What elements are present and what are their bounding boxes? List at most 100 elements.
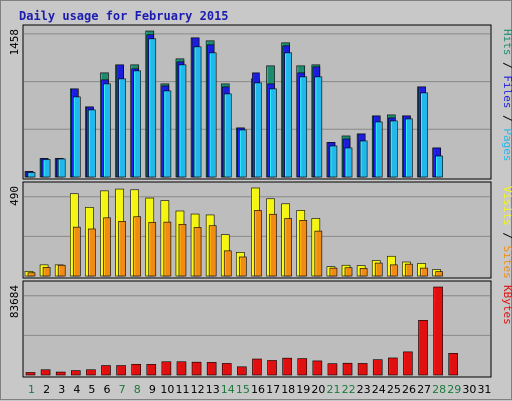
x-label-day: 13 xyxy=(206,383,220,396)
bar-sites xyxy=(163,221,172,277)
bar-kbytes xyxy=(237,366,247,376)
legend-part: Hits xyxy=(501,29,512,56)
legend-kbytes: KBytes xyxy=(501,285,512,325)
legend-part: Sites xyxy=(501,246,512,279)
x-label-day: 30 xyxy=(462,383,476,396)
bar-pages xyxy=(405,118,413,178)
bar-kbytes xyxy=(176,361,187,376)
bar-sites xyxy=(57,264,66,277)
bar-pages xyxy=(344,147,353,178)
bar-pages xyxy=(284,52,292,178)
bar-kbytes xyxy=(55,371,66,376)
chart-title: Daily usage for February 2015 xyxy=(19,9,229,23)
bar-pages xyxy=(163,90,172,178)
x-label-day: 19 xyxy=(296,383,310,396)
bar-kbytes xyxy=(101,365,111,376)
x-label-day: 31 xyxy=(477,383,491,396)
bar-sites xyxy=(284,218,292,277)
bar-sites xyxy=(118,221,126,277)
bar-kbytes xyxy=(448,353,459,376)
bar-kbytes xyxy=(70,370,81,376)
x-label-day: 14 xyxy=(221,383,235,396)
bar-sites xyxy=(148,222,157,277)
bar-kbytes xyxy=(388,357,398,376)
legend-part: Files xyxy=(501,75,512,108)
bar-pages xyxy=(72,96,81,178)
bar-pages xyxy=(223,93,232,178)
bar-sites xyxy=(269,213,277,277)
x-label-day: 3 xyxy=(58,383,65,396)
y-max-label-kbytes: 83684 xyxy=(8,285,21,318)
x-label-day: 10 xyxy=(160,383,174,396)
bar-sites xyxy=(72,226,81,277)
x-label-day: 1 xyxy=(28,383,35,396)
bar-kbytes xyxy=(40,369,51,376)
legend-part: / xyxy=(501,56,512,76)
x-label-day: 28 xyxy=(432,383,446,396)
bar-sites xyxy=(208,225,217,277)
bar-sites xyxy=(329,267,338,277)
bar-pages xyxy=(390,120,398,178)
bar-sites xyxy=(193,227,202,277)
bar-kbytes xyxy=(282,357,292,376)
bar-kbytes xyxy=(161,361,172,376)
bar-sites xyxy=(27,272,36,277)
bar-pages xyxy=(314,76,323,178)
x-label-day: 22 xyxy=(342,383,356,396)
legend-part: / xyxy=(501,226,512,246)
bar-pages xyxy=(118,78,126,178)
bar-sites xyxy=(299,220,308,277)
bar-kbytes xyxy=(312,360,323,376)
x-label-day: 20 xyxy=(311,383,325,396)
bar-sites xyxy=(88,228,96,277)
bar-kbytes xyxy=(221,363,232,376)
bar-pages xyxy=(374,121,383,178)
x-label-day: 23 xyxy=(357,383,371,396)
bar-pages xyxy=(435,155,443,178)
x-label-day: 12 xyxy=(191,383,205,396)
x-label-day: 24 xyxy=(372,383,386,396)
bar-pages xyxy=(42,159,51,178)
bar-kbytes xyxy=(357,363,368,376)
bar-pages xyxy=(148,38,157,178)
bar-kbytes xyxy=(327,363,338,376)
bar-kbytes xyxy=(146,364,157,376)
bar-sites xyxy=(103,217,111,277)
bar-sites xyxy=(344,267,353,277)
x-label-day: 15 xyxy=(236,383,250,396)
bar-kbytes xyxy=(86,369,96,376)
x-label-day: 4 xyxy=(73,383,80,396)
bar-pages xyxy=(57,158,66,178)
bar-sites xyxy=(390,264,398,277)
legend-part: KBytes xyxy=(501,285,512,325)
bar-pages xyxy=(420,92,428,178)
bar-kbytes xyxy=(267,360,277,376)
bar-kbytes xyxy=(191,361,202,376)
legend-part: Pages xyxy=(501,128,512,161)
legend-hits-files-pages: Hits / Files / Pages xyxy=(501,29,512,162)
bar-sites xyxy=(435,271,443,277)
legend-part: / xyxy=(501,109,512,129)
bar-kbytes xyxy=(433,286,443,376)
y-max-label-visits-sites: 490 xyxy=(8,186,21,206)
x-label-day: 27 xyxy=(417,383,431,396)
x-label-day: 29 xyxy=(447,383,461,396)
x-label-day: 8 xyxy=(134,383,141,396)
bar-sites xyxy=(314,230,323,277)
bar-pages xyxy=(193,46,202,178)
x-label-day: 26 xyxy=(402,383,416,396)
x-label-day: 11 xyxy=(176,383,190,396)
x-label-day: 2 xyxy=(43,383,50,396)
bar-kbytes xyxy=(206,362,217,376)
bar-kbytes xyxy=(418,320,428,376)
x-label-day: 5 xyxy=(88,383,95,396)
x-label-day: 18 xyxy=(281,383,295,396)
bar-pages xyxy=(359,140,368,178)
x-label-day: 25 xyxy=(387,383,401,396)
bar-kbytes xyxy=(297,358,308,376)
bar-sites xyxy=(239,256,247,277)
bar-kbytes xyxy=(403,351,413,376)
bar-sites xyxy=(133,216,141,277)
